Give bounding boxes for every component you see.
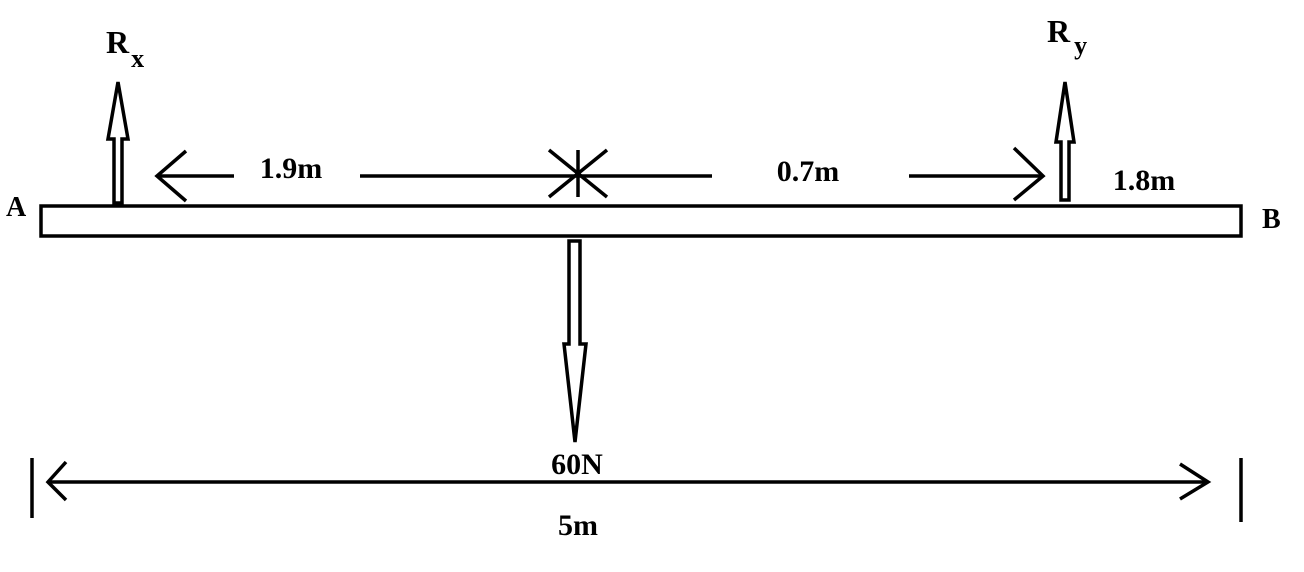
dimension-left-arrow <box>154 149 578 203</box>
total-length-label: 5m <box>558 509 598 542</box>
dimension-middle-arrow <box>578 146 1046 202</box>
reaction-right-arrow <box>1053 81 1077 202</box>
total-length-dimension <box>30 458 1243 522</box>
end-a-label: A <box>6 192 27 223</box>
reaction-left-label: Rx <box>106 24 144 73</box>
dimension-middle-label: 0.7m <box>777 155 840 188</box>
reaction-left-arrow <box>105 81 131 205</box>
dimension-right-label: 1.8m <box>1113 164 1176 197</box>
beam <box>39 204 1243 238</box>
reaction-right-letter: R <box>1047 13 1071 49</box>
load-label: 60N <box>551 448 603 481</box>
load-arrow <box>562 239 588 443</box>
reaction-left-letter: R <box>106 24 130 60</box>
center-cross-marker <box>547 148 609 199</box>
dimension-left-label: 1.9m <box>260 152 323 185</box>
reaction-right-subscript: y <box>1074 31 1087 60</box>
reaction-left-subscript: x <box>131 44 144 73</box>
end-b-label: B <box>1262 204 1281 235</box>
